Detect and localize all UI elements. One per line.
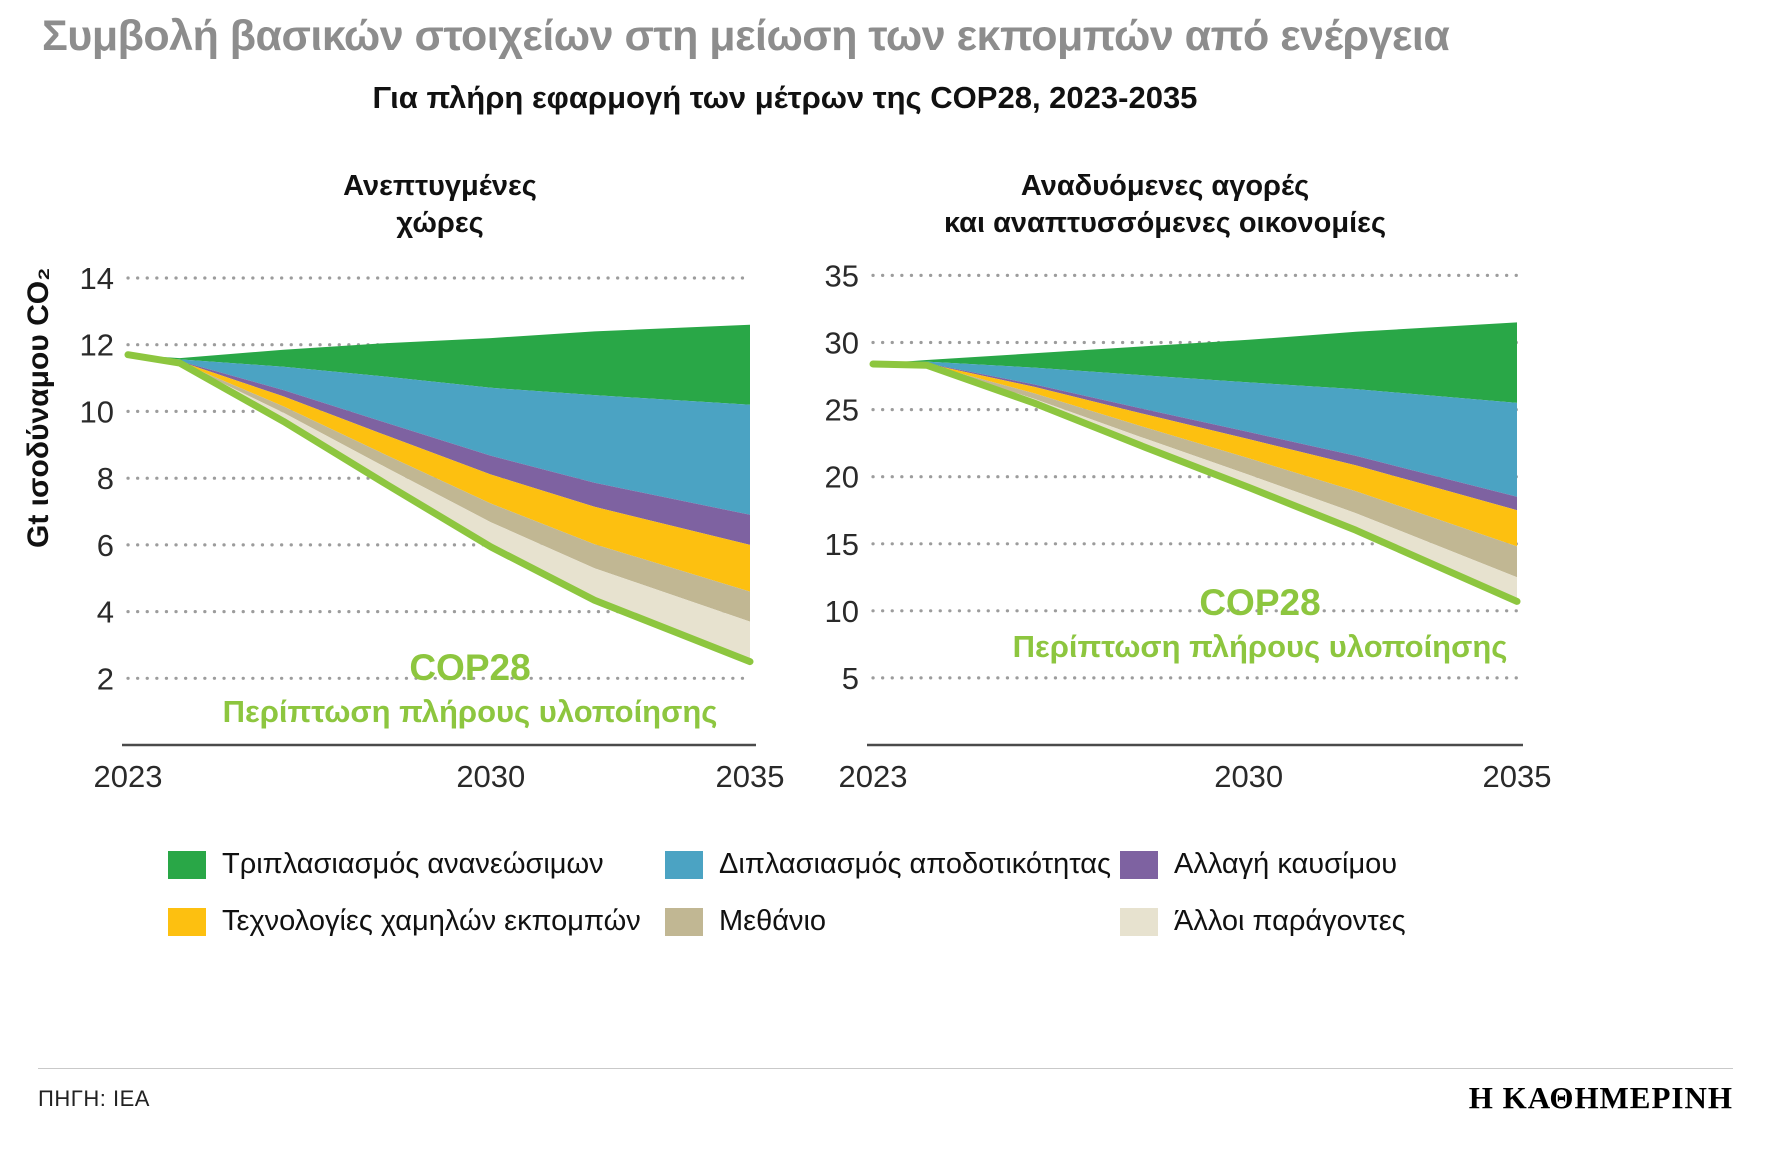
left-panel-title: Ανεπτυγμένες χώρες — [140, 168, 740, 242]
legend-item-renewables: Τριπλασιασμός ανανεώσιμων — [168, 848, 665, 881]
legend: Τριπλασιασμός ανανεώσιμων Διπλασιασμός α… — [168, 848, 1608, 962]
cop28-annotation-right-title: COP28 — [1199, 582, 1321, 623]
svg-text:2023: 2023 — [94, 759, 163, 794]
legend-row-2: Τεχνολογίες χαμηλών εκπομπών Μεθάνιο Άλλ… — [168, 905, 1608, 938]
svg-text:6: 6 — [97, 528, 114, 563]
y-axis-label: Gt ισοδύναμου CO₂ — [22, 267, 55, 548]
svg-text:2035: 2035 — [716, 759, 785, 794]
svg-text:2030: 2030 — [1214, 759, 1283, 794]
low-emission-tech-swatch-icon — [168, 907, 206, 936]
subtitle: Για πλήρη εφαρμογή των μέτρων της COP28,… — [372, 80, 1198, 115]
developed-countries-chart: 14 12 10 8 6 4 2 2023 2030 2035 — [80, 261, 785, 794]
legend-item-low-emission-tech: Τεχνολογίες χαμηλών εκπομπών — [168, 905, 665, 938]
right-panel-title: Αναδυόμενες αγορές και αναπτυσσόμενες οι… — [865, 168, 1465, 242]
footer-divider — [38, 1068, 1733, 1069]
svg-text:8: 8 — [97, 461, 114, 496]
legend-item-fuel-change: Αλλαγή καυσίμου — [1120, 848, 1608, 881]
right-panel-title-line1: Αναδυόμενες αγορές — [1020, 170, 1310, 202]
cop28-annotation-left-subtitle: Περίπτωση πλήρους υλοποίησης — [222, 694, 718, 730]
svg-text:4: 4 — [97, 595, 114, 630]
left-panel-title-line1: Ανεπτυγμένες — [343, 170, 537, 202]
svg-text:2023: 2023 — [839, 759, 908, 794]
legend-item-methane: Μεθάνιο — [665, 905, 1120, 938]
cop28-annotation-left-title: COP28 — [409, 647, 531, 688]
legend-label: Διπλασιασμός αποδοτικότητας — [719, 848, 1112, 880]
svg-text:10: 10 — [80, 394, 114, 429]
legend-item-other-factors: Άλλοι παράγοντες — [1120, 905, 1608, 938]
publisher-logo: Η ΚΑΘΗΜΕΡΙΝΗ — [1468, 1080, 1733, 1115]
svg-text:20: 20 — [825, 460, 859, 495]
legend-label: Μεθάνιο — [719, 905, 827, 937]
legend-item-efficiency: Διπλασιασμός αποδοτικότητας — [665, 848, 1120, 881]
svg-text:14: 14 — [80, 261, 114, 296]
cop28-annotation-right-subtitle: Περίπτωση πλήρους υλοποίησης — [1012, 629, 1508, 665]
other-factors-swatch-icon — [1120, 907, 1158, 936]
legend-label: Τεχνολογίες χαμηλών εκπομπών — [222, 905, 641, 937]
svg-text:12: 12 — [80, 328, 114, 363]
svg-text:5: 5 — [842, 661, 859, 696]
methane-swatch-icon — [665, 907, 703, 936]
svg-text:35: 35 — [825, 258, 859, 293]
legend-label: Άλλοι παράγοντες — [1174, 905, 1406, 937]
legend-label: Τριπλασιασμός ανανεώσιμων — [222, 848, 604, 880]
source-label: ΠΗΓΗ: IEA — [38, 1086, 150, 1111]
svg-text:25: 25 — [825, 393, 859, 428]
page-title: Συμβολή βασικών στοιχείων στη μείωση των… — [42, 12, 1450, 60]
efficiency-swatch-icon — [665, 850, 703, 879]
cop28-annotation-left: COP28 Περίπτωση πλήρους υλοποίησης — [190, 645, 750, 733]
svg-text:15: 15 — [825, 527, 859, 562]
svg-text:30: 30 — [825, 326, 859, 361]
renewables-swatch-icon — [168, 850, 206, 879]
legend-row-1: Τριπλασιασμός ανανεώσιμων Διπλασιασμός α… — [168, 848, 1608, 881]
fuel-change-swatch-icon — [1120, 850, 1158, 879]
cop28-annotation-right: COP28 Περίπτωση πλήρους υλοποίησης — [975, 580, 1545, 668]
svg-text:2: 2 — [97, 661, 114, 696]
svg-text:2030: 2030 — [456, 759, 525, 794]
right-panel-title-line2: και αναπτυσσόμενες οικονομίες — [943, 207, 1387, 240]
left-panel-title-line2: χώρες — [396, 207, 484, 240]
legend-label: Αλλαγή καυσίμου — [1174, 848, 1398, 880]
emerging-markets-chart: 35 30 25 20 15 10 5 2023 2030 2035 — [825, 258, 1552, 794]
svg-text:2035: 2035 — [1483, 759, 1552, 794]
svg-text:10: 10 — [825, 594, 859, 629]
